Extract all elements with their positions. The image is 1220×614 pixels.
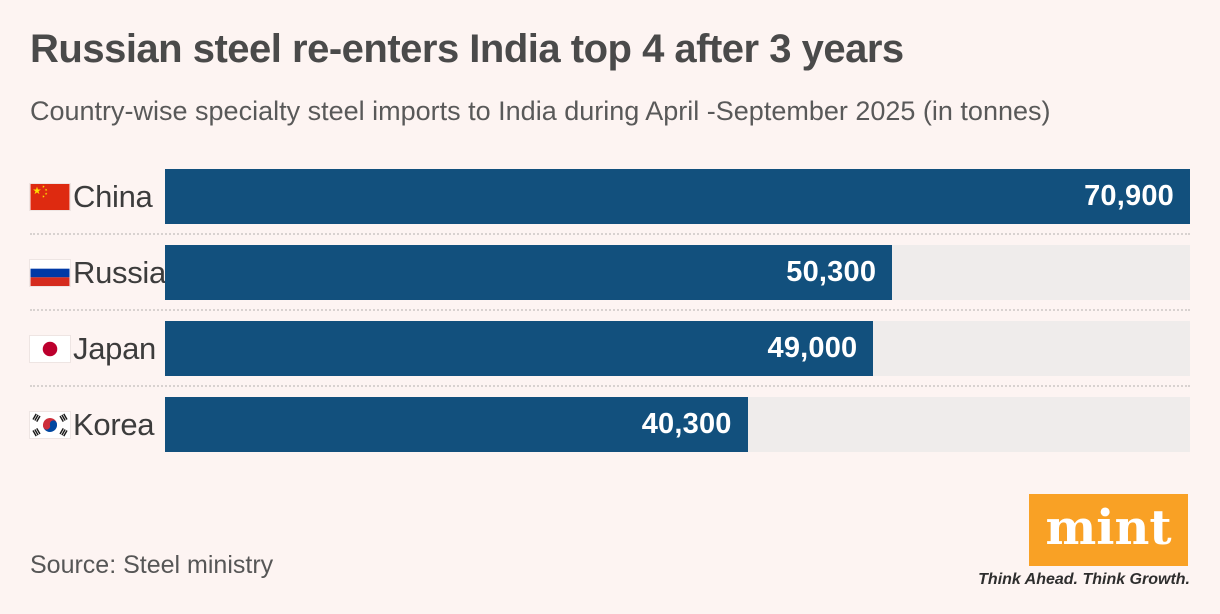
russia-flag-icon: [30, 259, 70, 286]
china-flag-icon: [30, 183, 70, 210]
chart-row: China 70,900: [30, 169, 1190, 224]
row-label: Korea: [30, 397, 165, 452]
bar-value-label: 70,900: [1084, 180, 1174, 212]
bar-track: 40,300: [165, 397, 1190, 452]
chart-title: Russian steel re-enters India top 4 afte…: [30, 27, 904, 71]
chart-subtitle: Country-wise specialty steel imports to …: [30, 96, 1051, 126]
row-separator: [30, 385, 1190, 387]
bar: 40,300: [165, 397, 748, 452]
row-label: China: [30, 169, 165, 224]
bar-track: 49,000: [165, 321, 1190, 376]
bar-chart: China 70,900 Russia 50,300 Japan 49,000: [30, 169, 1190, 452]
brand-tagline: Think Ahead. Think Growth.: [978, 571, 1190, 588]
bar-value-label: 50,300: [786, 256, 877, 288]
bar-track: 70,900: [165, 169, 1190, 224]
bar: 70,900: [165, 169, 1190, 224]
mint-logo-text: mint: [1045, 500, 1172, 556]
japan-flag-icon: [30, 335, 70, 362]
bar: 49,000: [165, 321, 874, 376]
source-note: Source: Steel ministry: [30, 551, 274, 579]
chart-row: Japan 49,000: [30, 321, 1190, 376]
mint-logo: mint: [1029, 494, 1188, 566]
country-label: China: [73, 179, 153, 214]
country-label: Korea: [73, 407, 155, 442]
country-label: Japan: [73, 331, 156, 366]
bar-track: 50,300: [165, 245, 1190, 300]
row-label: Russia: [30, 245, 166, 300]
korea-flag-icon: [30, 411, 70, 438]
chart-row: Russia 50,300: [30, 245, 1190, 300]
row-label: Japan: [30, 321, 165, 376]
row-separator: [30, 233, 1190, 235]
bar-value-label: 40,300: [641, 408, 732, 440]
bar-value-label: 49,000: [767, 332, 858, 364]
bar: 50,300: [165, 245, 893, 300]
row-separator: [30, 309, 1190, 311]
country-label: Russia: [73, 255, 166, 290]
chart-row: Korea 40,300: [30, 397, 1190, 452]
